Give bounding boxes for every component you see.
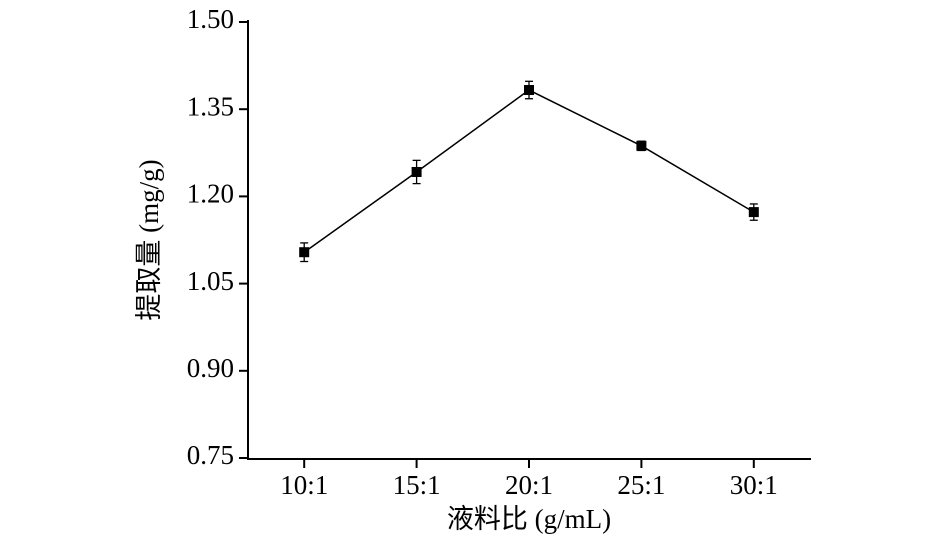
x-tick-label: 30:1 bbox=[730, 470, 778, 500]
y-tick-label: 1.20 bbox=[187, 179, 234, 209]
y-tick-label: 0.75 bbox=[187, 440, 234, 470]
point bbox=[299, 247, 310, 258]
y-tick-label: 1.35 bbox=[187, 91, 234, 121]
y-tick-label: 1.05 bbox=[187, 266, 234, 296]
y-tick-label: 1.50 bbox=[187, 4, 234, 34]
x-tick-label: 10:1 bbox=[280, 470, 328, 500]
point bbox=[411, 166, 422, 177]
line bbox=[303, 89, 755, 253]
x-tick-label: 15:1 bbox=[393, 470, 441, 500]
x-axis-label: 液料比 (g/mL) bbox=[447, 504, 611, 534]
point bbox=[748, 207, 759, 218]
point bbox=[524, 85, 534, 96]
point bbox=[636, 140, 647, 151]
y-tick-label: 0.90 bbox=[187, 353, 234, 383]
y-axis-label: 提取量 (mg/g) bbox=[134, 159, 164, 320]
x-tick-label: 20:1 bbox=[505, 470, 553, 500]
x-tick-label: 25:1 bbox=[617, 470, 665, 500]
